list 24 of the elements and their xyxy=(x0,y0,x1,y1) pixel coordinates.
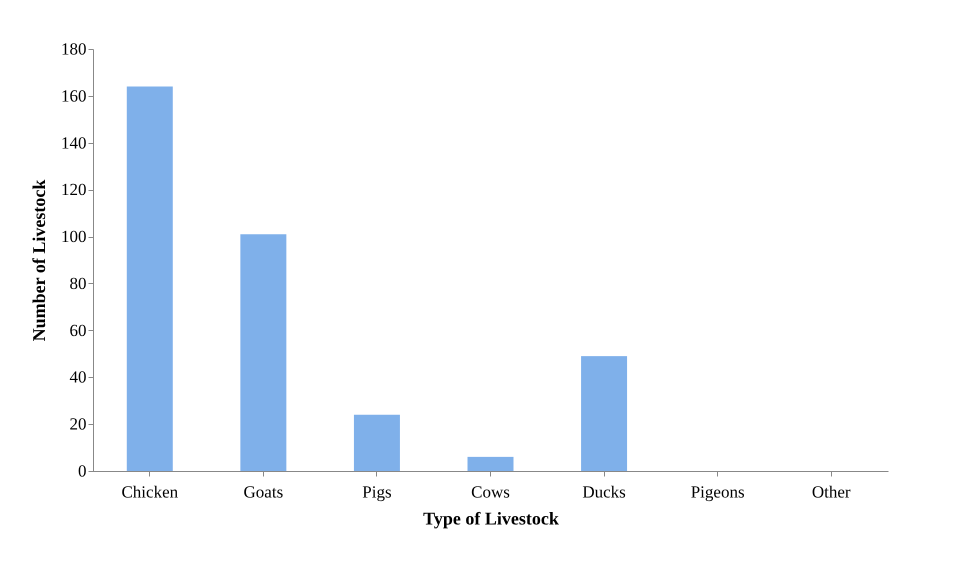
y-tick-label: 100 xyxy=(61,227,86,246)
y-tick-label: 160 xyxy=(61,86,86,106)
y-tick-label: 80 xyxy=(70,274,86,293)
y-tick-label: 60 xyxy=(70,320,86,340)
y-axis-title: Number of Livestock xyxy=(29,180,49,342)
x-tick-label: Cows xyxy=(471,482,510,502)
bar xyxy=(240,234,286,471)
bar xyxy=(581,356,628,471)
bar xyxy=(354,414,400,471)
x-tick-label: Pigs xyxy=(362,482,392,502)
x-tick-label: Ducks xyxy=(582,482,626,502)
x-tick-label: Pigeons xyxy=(690,482,745,502)
y-tick-label: 140 xyxy=(61,133,86,152)
x-tick-label: Goats xyxy=(244,482,284,502)
bar xyxy=(126,86,173,471)
y-tick-label: 0 xyxy=(78,462,86,480)
y-tick-label: 40 xyxy=(70,368,86,387)
x-axis-title: Type of Livestock xyxy=(423,508,559,528)
y-tick-label: 120 xyxy=(61,180,86,200)
y-tick-label: 180 xyxy=(61,40,86,58)
x-tick-label: Other xyxy=(812,482,851,502)
x-tick-label: Chicken xyxy=(121,482,179,502)
y-tick-label: 20 xyxy=(70,414,86,434)
bar xyxy=(468,456,514,471)
